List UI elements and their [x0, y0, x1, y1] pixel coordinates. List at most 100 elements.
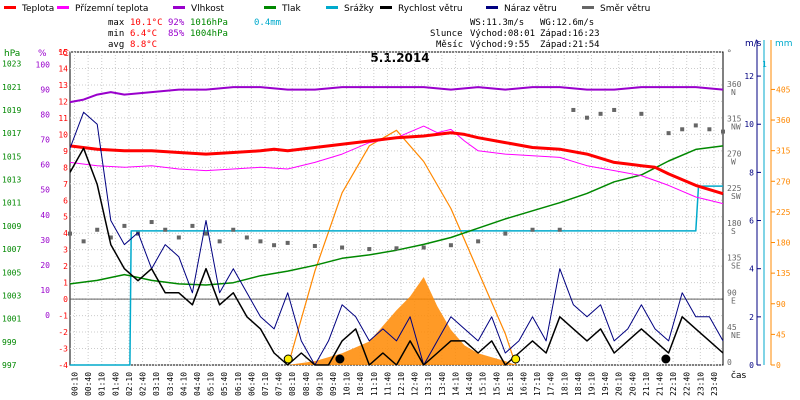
- wind-direction-point: [108, 235, 113, 240]
- wind-direction-point: [231, 227, 236, 232]
- x-tick-label: 03:40: [166, 372, 175, 396]
- x-tick-label: 09:10: [315, 372, 324, 396]
- x-tick-label: 06:40: [247, 372, 256, 396]
- info-sun-set: Západ:16:23: [540, 29, 600, 39]
- info-moon-label: Měsíc: [436, 40, 463, 50]
- temperature-tick-label: 2: [63, 262, 68, 271]
- temperature-line: [69, 131, 724, 196]
- temperature-tick-label: 13: [58, 81, 68, 90]
- stat-min-label: min: [108, 29, 124, 39]
- temperature-tick-label: 6: [63, 196, 68, 205]
- x-tick-label: 11:10: [370, 372, 379, 396]
- x-tick-label: 20:10: [615, 372, 624, 396]
- wind-direction-point: [81, 239, 86, 244]
- radiation-tick-label: 360: [776, 116, 791, 125]
- x-tick-label: 07:10: [261, 372, 270, 396]
- temperature-tick-label: -4: [58, 361, 68, 370]
- pressure-line: [69, 145, 724, 286]
- axis-title-time: čas: [731, 370, 746, 381]
- info-moon-set: Západ:21:54: [540, 40, 600, 50]
- x-tick-label: 01:10: [98, 372, 107, 396]
- x-tick-label: 08:10: [288, 372, 297, 396]
- wind-direction-point: [204, 231, 209, 236]
- pressure-tick-label: 999: [2, 338, 17, 347]
- stat-avg-label: avg: [108, 40, 124, 50]
- stat-min-hum: 85%: [168, 29, 185, 39]
- pressure-tick-label: 1019: [2, 106, 21, 115]
- legend-label: Tlak: [281, 4, 302, 14]
- legend-swatch: [4, 6, 16, 9]
- radiation-tick-label: 270: [776, 177, 791, 186]
- pressure-tick-label: 1003: [2, 291, 21, 300]
- x-tick-label: 10:40: [356, 372, 365, 396]
- pressure-tick-label: 997: [2, 361, 17, 370]
- humidity-tick-label: 20: [40, 261, 50, 270]
- wind-tick-label: 2: [749, 313, 754, 322]
- pressure-tick-label: 1023: [2, 60, 21, 69]
- radiation-tick-label: 180: [776, 239, 791, 248]
- legend-swatch: [486, 6, 498, 9]
- info-sun-label: Slunce: [430, 29, 463, 39]
- legend-label: Přízemní teplota: [75, 4, 148, 14]
- x-tick-label: 08:40: [302, 372, 311, 396]
- temperature-tick-label: 8: [63, 163, 68, 172]
- stat-min-press: 1004hPa: [190, 29, 228, 39]
- direction-tick-label: 315: [727, 115, 742, 124]
- humidity-tick-label: 0: [45, 311, 50, 320]
- y-axis-pressure: 1023 1021 1019 1017 1015 1013 1011 1009 1007 1005…: [2, 60, 21, 370]
- temperature-tick-label: -1: [58, 312, 68, 321]
- stat-max-temp: 10.1°C: [130, 18, 163, 28]
- temperature-tick-label: 10: [58, 130, 68, 139]
- x-tick-label: 22:10: [669, 372, 678, 396]
- direction-tick-label: 270: [727, 149, 742, 158]
- direction-tick-name: E: [731, 296, 736, 305]
- x-tick-label: 05:10: [207, 372, 216, 396]
- legend-label: Teplota: [21, 4, 54, 14]
- pressure-tick-label: 1015: [2, 152, 21, 161]
- wind-direction-point: [217, 239, 222, 244]
- pressure-tick-label: 1007: [2, 245, 21, 254]
- humidity-tick-label: 90: [40, 86, 50, 95]
- axis-title-hpa: hPa: [4, 49, 20, 59]
- temperature-tick-label: 12: [58, 97, 68, 106]
- x-tick-label: 12:10: [397, 372, 406, 396]
- wind-direction-point: [272, 243, 277, 248]
- info-ws: WS:11.3m/s: [470, 18, 524, 28]
- radiation-tick-label: 0: [776, 361, 781, 370]
- x-tick-label: 19:10: [587, 372, 596, 396]
- humidity-tick-label: 60: [40, 161, 50, 170]
- temperature-tick-label: 11: [58, 114, 68, 123]
- legend-swatch: [326, 6, 338, 9]
- direction-tick-label: 180: [727, 219, 742, 228]
- x-tick-label: 14:10: [451, 372, 460, 396]
- axis-title-ms: m/s: [745, 39, 762, 49]
- direction-tick-name: NW: [731, 123, 741, 132]
- wind-tick-label: 4: [749, 265, 754, 274]
- direction-tick-label: 360: [727, 80, 742, 89]
- pressure-tick-label: 1021: [2, 83, 21, 92]
- x-tick-label: 15:40: [492, 372, 501, 396]
- x-tick-label: 13:10: [424, 372, 433, 396]
- legend-label: Srážky: [344, 4, 375, 14]
- wind-direction-point: [707, 127, 712, 132]
- direction-tick-name: N: [731, 88, 736, 97]
- direction-tick-label: 135: [727, 254, 742, 263]
- direction-tick-label: 225: [727, 184, 742, 193]
- wind-direction-point: [693, 123, 698, 128]
- x-tick-label: 03:10: [152, 372, 161, 396]
- x-tick-label: 18:40: [574, 372, 583, 396]
- x-tick-label: 04:10: [179, 372, 188, 396]
- wind-direction-point: [530, 227, 535, 232]
- humidity-tick-label: 70: [40, 136, 50, 145]
- ground-temperature-line: [69, 125, 724, 205]
- stat-avg-temp: 8.8°C: [130, 40, 157, 50]
- x-tick-label: 17:10: [533, 372, 542, 396]
- radiation-area: [287, 277, 517, 365]
- wind-direction-point: [149, 220, 154, 225]
- x-tick-label: 11:40: [383, 372, 392, 396]
- x-tick-label: 18:10: [560, 372, 569, 396]
- wind-direction-point: [258, 239, 263, 244]
- x-tick-label: 04:40: [193, 372, 202, 396]
- x-tick-label: 12:40: [411, 372, 420, 396]
- x-tick-label: 23:10: [696, 372, 705, 396]
